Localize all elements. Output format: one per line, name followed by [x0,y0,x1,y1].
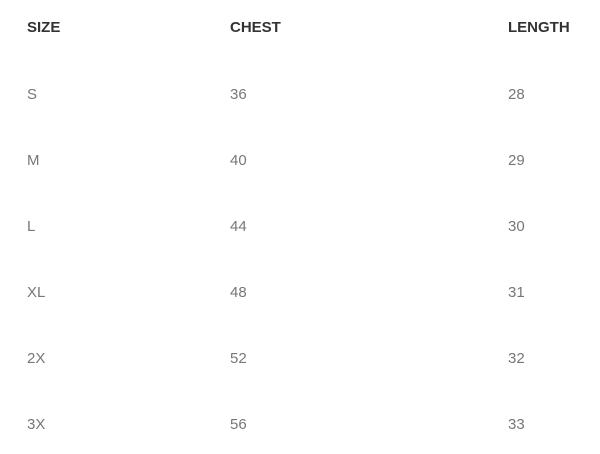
table-row: S 36 28 [0,85,600,105]
header-size: SIZE [27,19,61,36]
cell-length: 32 [508,350,525,367]
cell-size: 2X [27,350,46,367]
cell-chest: 48 [230,284,247,301]
cell-size: M [27,152,40,169]
table-row: 3X 56 33 [0,415,600,435]
cell-length: 33 [508,416,525,433]
cell-chest: 56 [230,416,247,433]
cell-length: 29 [508,152,525,169]
header-chest: CHEST [230,19,281,36]
cell-chest: 40 [230,152,247,169]
cell-size: XL [27,284,46,301]
table-row: M 40 29 [0,151,600,171]
cell-length: 28 [508,86,525,103]
table-row: 2X 52 32 [0,349,600,369]
cell-size: S [27,86,38,103]
table-row: XL 48 31 [0,283,600,303]
cell-size: L [27,218,36,235]
table-row: L 44 30 [0,217,600,237]
cell-size: 3X [27,416,46,433]
cell-chest: 44 [230,218,247,235]
cell-length: 31 [508,284,525,301]
header-length: LENGTH [508,19,570,36]
cell-chest: 36 [230,86,247,103]
cell-length: 30 [508,218,525,235]
cell-chest: 52 [230,350,247,367]
table-header: SIZE CHEST LENGTH [0,18,600,38]
